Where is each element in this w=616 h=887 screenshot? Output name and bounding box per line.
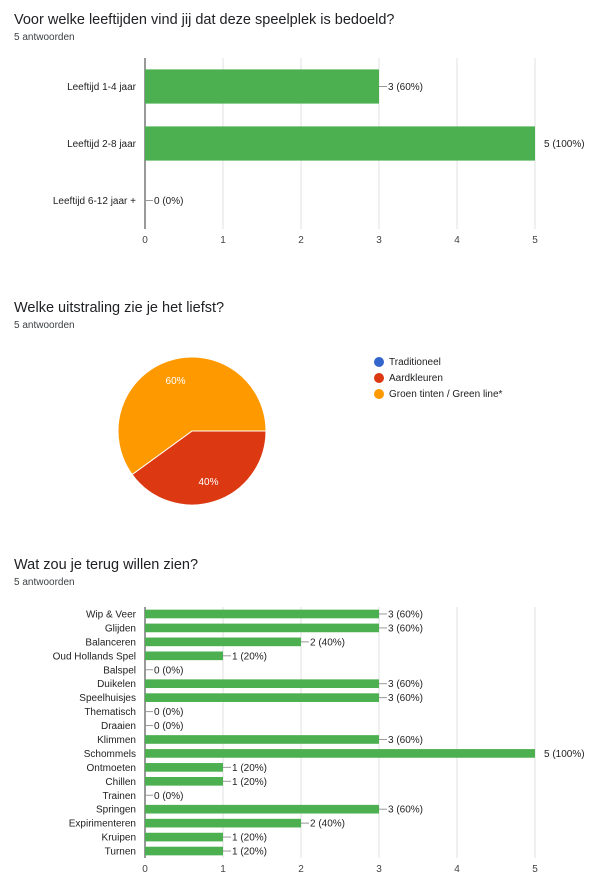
category-label: Speelhuisjes [79, 693, 136, 704]
data-label: 1 (20%) [232, 847, 267, 858]
x-tick-label: 3 [376, 864, 382, 875]
category-label: Klimmen [97, 735, 136, 746]
x-tick-label: 1 [220, 235, 226, 246]
bar [145, 637, 301, 647]
x-tick-label: 1 [220, 864, 226, 875]
bar [145, 126, 535, 161]
category-label: Expirimenteren [69, 819, 136, 830]
bar [145, 804, 379, 814]
data-label: 3 (60%) [388, 805, 423, 816]
bar [145, 69, 379, 104]
data-label: 3 (60%) [388, 623, 423, 634]
bar [145, 623, 379, 633]
category-label: Glijden [105, 623, 136, 634]
data-label: 3 (60%) [388, 609, 423, 620]
bar [145, 749, 535, 758]
pie-data-label: 60% [166, 376, 186, 387]
legend-swatch [374, 373, 384, 383]
data-label: 1 (20%) [232, 833, 267, 844]
data-label: 2 (40%) [310, 819, 345, 830]
category-label: Kruipen [102, 833, 136, 844]
chart-card-style: Welke uitstraling zie je het liefst? 5 a… [0, 290, 616, 540]
legend-label: Groen tinten / Green line* [389, 388, 503, 400]
x-tick-label: 5 [532, 864, 538, 875]
data-label: 1 (20%) [232, 651, 267, 662]
pie-slice [131, 430, 267, 506]
x-tick-label: 4 [454, 235, 460, 246]
x-tick-label: 0 [142, 864, 148, 875]
bar [145, 763, 223, 772]
pie-chart-style: 40% 60% [117, 356, 267, 506]
bar [145, 776, 223, 786]
legend-label: Aardkleuren [389, 372, 443, 384]
legend-item: Groen tinten / Green line* [374, 386, 502, 402]
category-label: Springen [96, 805, 136, 816]
legend-item: Aardkleuren [374, 370, 502, 386]
data-label: 0 (0%) [154, 665, 183, 676]
category-label: Balanceren [85, 637, 136, 648]
category-label: Turnen [105, 847, 136, 858]
bar [145, 735, 379, 744]
chart-card-ages: Voor welke leeftijden vind jij dat deze … [0, 0, 616, 280]
category-label: Trainen [102, 791, 136, 802]
x-tick-label: 0 [142, 235, 148, 246]
legend-item: Traditioneel [374, 354, 502, 370]
category-label: Leeftijd 1-4 jaar [67, 82, 137, 93]
chart-card-wishes: Wat zou je terug willen zien? 5 antwoord… [0, 548, 616, 887]
data-label: 5 (100%) [544, 749, 585, 760]
bar [145, 846, 223, 856]
data-label: 5 (100%) [544, 139, 585, 150]
category-label: Duikelen [97, 679, 136, 690]
data-label: 0 (0%) [154, 196, 183, 207]
category-label: Wip & Veer [86, 609, 137, 620]
bar [145, 679, 379, 689]
chart-title: Wat zou je terug willen zien? [14, 557, 199, 573]
category-label: Leeftijd 6-12 jaar + [53, 196, 136, 207]
legend-swatch [374, 357, 384, 367]
chart-title: Voor welke leeftijden vind jij dat deze … [14, 12, 395, 28]
category-label: Balspel [103, 665, 136, 676]
pie-slice [117, 356, 267, 476]
category-label: Chillen [105, 777, 136, 788]
bar [145, 818, 301, 828]
bar-chart-wishes: 0 1 2 3 4 5 Wip & Veer 3 (60%) Glijden 3 (60%) Bal… [53, 607, 585, 875]
category-label: Oud Hollands Spel [53, 651, 136, 662]
data-label: 0 (0%) [154, 721, 183, 732]
data-label: 3 (60%) [388, 693, 423, 704]
x-tick-label: 2 [298, 864, 304, 875]
x-tick-label: 2 [298, 235, 304, 246]
bar [145, 693, 379, 702]
chart-subtitle: 5 antwoorden [14, 32, 75, 43]
pie-data-label: 40% [198, 477, 218, 488]
data-label: 3 (60%) [388, 679, 423, 690]
bar [145, 609, 379, 619]
legend-swatch [374, 389, 384, 399]
bar-chart-ages: 0 1 2 3 4 5 Leeftijd 1-4 jaar 3 (60%) Leeftijd 2… [53, 58, 585, 246]
category-label: Schommels [84, 749, 136, 760]
chart-legend: Traditioneel Aardkleuren Groen tinten / Gr… [374, 354, 502, 402]
category-label: Thematisch [84, 707, 136, 718]
category-label: Draaien [101, 721, 136, 732]
bar [145, 832, 223, 842]
data-label: 0 (0%) [154, 791, 183, 802]
chart-subtitle: 5 antwoorden [14, 320, 75, 331]
data-label: 2 (40%) [310, 637, 345, 648]
category-label: Ontmoeten [87, 763, 136, 774]
legend-label: Traditioneel [389, 356, 441, 368]
x-tick-label: 3 [376, 235, 382, 246]
data-label: 0 (0%) [154, 707, 183, 718]
category-label: Leeftijd 2-8 jaar [67, 139, 137, 150]
chart-title: Welke uitstraling zie je het liefst? [14, 300, 225, 316]
data-label: 3 (60%) [388, 82, 423, 93]
data-label: 1 (20%) [232, 763, 267, 774]
data-label: 1 (20%) [232, 777, 267, 788]
data-label: 3 (60%) [388, 735, 423, 746]
bar [145, 651, 223, 661]
x-tick-label: 4 [454, 864, 460, 875]
x-tick-label: 5 [532, 235, 538, 246]
chart-subtitle: 5 antwoorden [14, 577, 75, 588]
